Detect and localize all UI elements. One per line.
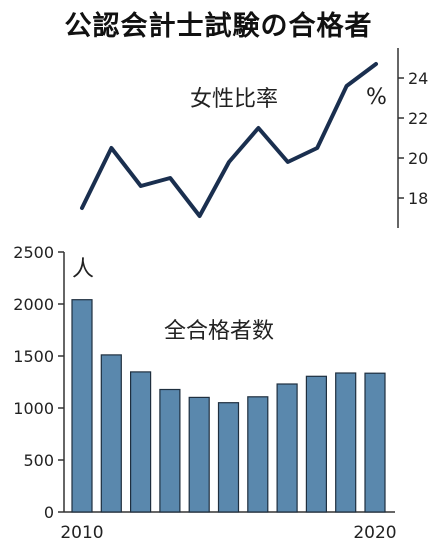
line-y-tick-label: 24 bbox=[408, 69, 428, 88]
line-y-tick-label: 20 bbox=[408, 149, 428, 168]
bar-x-tick-label: 2010 bbox=[60, 523, 103, 543]
bar-y-tick-label: 1000 bbox=[13, 399, 54, 418]
chart-title: 公認会計士試験の合格者 bbox=[64, 11, 373, 42]
bar-2016 bbox=[247, 396, 269, 513]
bar-2013 bbox=[159, 388, 181, 513]
bar-y-ticks: 0 500 1000 1500 2000 2500 bbox=[13, 243, 64, 522]
bar-y-tick-label: 2500 bbox=[13, 243, 54, 262]
bar-2019 bbox=[335, 372, 357, 513]
bar-2010 bbox=[71, 299, 93, 513]
line-series-label: 女性比率 bbox=[190, 87, 278, 112]
bar-series-label: 全合格者数 bbox=[164, 319, 274, 344]
bar-2011 bbox=[100, 354, 122, 513]
line-unit-label: % bbox=[366, 85, 387, 110]
bar-2015 bbox=[217, 402, 240, 513]
bar-y-tick-label: 0 bbox=[44, 503, 54, 522]
bar-x-ticks: 2010 2020 bbox=[60, 523, 396, 543]
bar-2018 bbox=[305, 375, 327, 513]
bar-2020 bbox=[364, 372, 386, 513]
bar-2014 bbox=[188, 396, 210, 513]
line-y-tick-label: 18 bbox=[408, 189, 428, 208]
line-series-female-ratio bbox=[80, 62, 378, 218]
bar-unit-label: 人 bbox=[72, 257, 94, 282]
bar-2012 bbox=[130, 371, 152, 513]
bar-y-tick-label: 2000 bbox=[13, 295, 54, 314]
bar-2017 bbox=[276, 383, 298, 513]
line-y-tick-label: 22 bbox=[408, 109, 428, 128]
bar-series-total-passers bbox=[71, 299, 386, 513]
line-y-ticks: 18 20 22 24 bbox=[398, 69, 428, 208]
bar-y-tick-label: 1500 bbox=[13, 347, 54, 366]
bar-y-tick-label: 500 bbox=[23, 451, 54, 470]
bar-x-tick-label: 2020 bbox=[353, 523, 396, 543]
